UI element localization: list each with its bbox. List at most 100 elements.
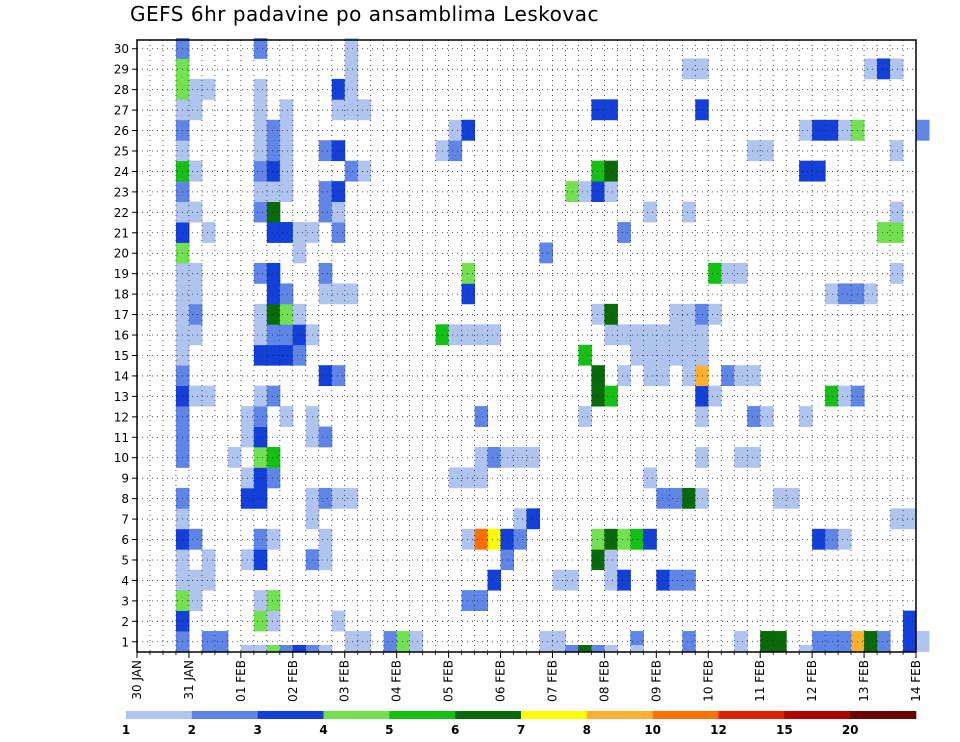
heatmap-cell [448, 467, 463, 489]
heatmap-cell [747, 365, 761, 387]
heatmap-cell [591, 365, 605, 387]
heatmap-cell [253, 181, 268, 202]
heatmap-cell [474, 590, 489, 611]
heatmap-cell [253, 467, 268, 489]
heatmap-cell [266, 324, 281, 346]
heatmap-cell [331, 78, 346, 100]
heatmap-cell [279, 303, 294, 325]
heatmap-cell [643, 528, 657, 550]
heatmap-cell [253, 590, 268, 611]
heatmap-cell [292, 344, 307, 366]
heatmap-cell [591, 385, 605, 407]
legend-label: 4 [319, 723, 327, 737]
heatmap-cell [565, 645, 579, 652]
heatmap-cell [838, 385, 852, 407]
heatmap-cell [682, 365, 696, 387]
heatmap-cell [461, 283, 476, 305]
heatmap-cell [734, 262, 748, 284]
heatmap-cell [604, 324, 618, 346]
heatmap-cell [292, 645, 307, 652]
heatmap-cell [656, 569, 670, 591]
legend-swatch [323, 711, 390, 719]
heatmap-cell [812, 528, 826, 550]
heatmap-cell [591, 645, 605, 652]
heatmap-cell [682, 344, 696, 366]
heatmap-cell [591, 528, 605, 550]
heatmap-cell [266, 467, 281, 489]
heatmap-cell [591, 303, 605, 325]
grid-lines [137, 40, 916, 652]
heatmap-cell [760, 406, 774, 427]
heatmap-cell [604, 549, 618, 571]
heatmap-cell [279, 99, 294, 121]
y-tick-label: 10 [114, 451, 129, 465]
x-tick-label: 31 JAN [182, 660, 196, 700]
heatmap-cell [890, 140, 904, 162]
heatmap-cell [643, 324, 657, 346]
heatmap-cell [864, 283, 878, 305]
y-tick-label: 26 [114, 124, 129, 138]
heatmap-cell [682, 201, 696, 223]
x-tick-label: 12 FEB [805, 660, 819, 702]
heatmap-cell [487, 569, 502, 591]
heatmap-cell [747, 406, 761, 427]
heatmap-cell [279, 406, 294, 427]
heatmap-cell [253, 426, 268, 448]
heatmap-cell [292, 324, 307, 346]
heatmap-cell [669, 324, 683, 346]
heatmap-cell [864, 58, 878, 80]
heatmap-cell [474, 447, 489, 468]
y-tick-label: 25 [114, 144, 129, 158]
legend-label: 1 [122, 723, 130, 737]
heatmap-cell [747, 447, 761, 468]
heatmap-cell [201, 222, 216, 243]
heatmap-cell [799, 119, 813, 141]
heatmap-cell [266, 645, 281, 652]
heatmap-cell [708, 303, 722, 325]
heatmap-cell [903, 610, 917, 632]
heatmap-cell [799, 160, 813, 182]
heatmap-cell [552, 569, 566, 591]
heatmap-cell [682, 631, 696, 652]
y-tick-label: 9 [121, 472, 129, 486]
heatmap-cell [916, 631, 930, 652]
heatmap-cell [474, 528, 489, 550]
heatmap-cell [461, 119, 476, 141]
heatmap-cell [890, 262, 904, 284]
legend-swatch [586, 711, 653, 719]
heatmap-cell [266, 283, 281, 305]
legend-swatch [521, 711, 588, 719]
heatmap-cell [487, 528, 502, 550]
heatmap-cell [812, 119, 826, 141]
heatmap-cell [773, 631, 787, 652]
y-tick-label: 3 [121, 594, 129, 608]
y-tick-label: 5 [121, 553, 129, 567]
x-tick-label: 01 FEB [234, 660, 248, 702]
heatmap-cell [656, 365, 670, 387]
heatmap-cell [838, 528, 852, 550]
heatmap-cell [591, 160, 605, 182]
heatmap-cell [474, 324, 489, 346]
heatmap-cell [253, 303, 268, 325]
heatmap-cell [890, 508, 904, 530]
heatmap-cell [539, 645, 553, 652]
heatmap-cell [279, 119, 294, 141]
heatmap-cell [344, 160, 359, 182]
heatmap-cell [838, 283, 852, 305]
heatmap-cell [643, 365, 657, 387]
heatmap-cell [279, 283, 294, 305]
heatmap-cell [656, 344, 670, 366]
heatmap-cell [864, 631, 878, 652]
heatmap-cell [487, 324, 502, 346]
legend-label: 3 [253, 723, 261, 737]
heatmap-cell [331, 222, 346, 243]
legend-label: 20 [842, 723, 859, 737]
heatmap-cell [448, 324, 463, 346]
heatmap-cell [344, 631, 359, 652]
heatmap-cell [331, 99, 346, 121]
heatmap-cell [604, 528, 618, 550]
x-tick-label: 11 FEB [753, 660, 767, 702]
heatmap-cell [604, 303, 618, 325]
legend-label: 7 [517, 723, 525, 737]
x-tick-label: 04 FEB [390, 660, 404, 702]
